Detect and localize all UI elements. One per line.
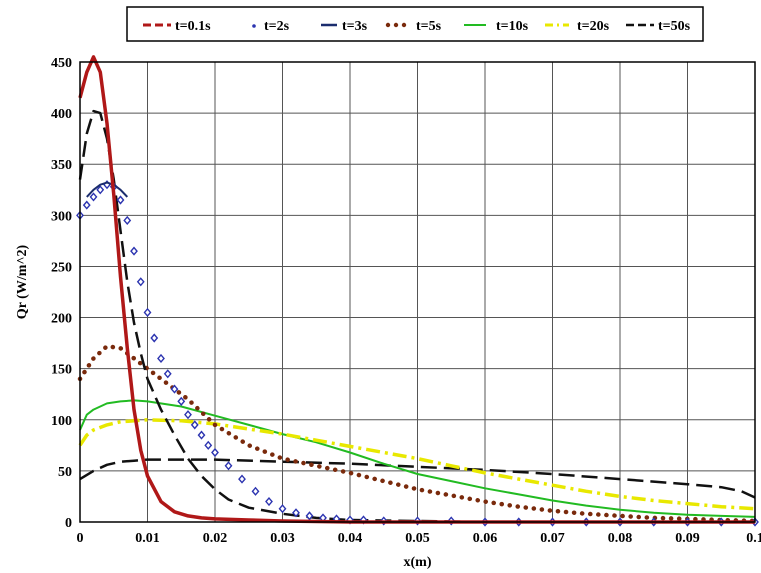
y-tick-label: 0 bbox=[65, 516, 72, 531]
data-point bbox=[82, 200, 91, 210]
y-tick-labels: 0 50 100 150 200 250 300 350 400 450 bbox=[51, 56, 72, 531]
y-tick-label: 150 bbox=[51, 363, 72, 378]
series-t-20s bbox=[78, 418, 756, 511]
data-point bbox=[177, 396, 186, 406]
series-t-10s bbox=[79, 399, 756, 518]
x-tick-label: 0.09 bbox=[675, 531, 700, 546]
legend-label: t=0.1s bbox=[175, 19, 211, 34]
series-line bbox=[77, 343, 758, 524]
legend-swatch bbox=[252, 24, 256, 28]
data-point bbox=[89, 192, 98, 202]
series-line bbox=[86, 181, 129, 198]
series-line bbox=[79, 458, 756, 499]
y-tick-label: 50 bbox=[58, 465, 72, 480]
x-tick-label: 0 bbox=[77, 531, 84, 546]
series-t-5s bbox=[77, 343, 758, 524]
data-point bbox=[123, 215, 132, 226]
series-line bbox=[79, 399, 756, 518]
legend-item: t=5s bbox=[385, 19, 442, 34]
x-tick-label: 0.1 bbox=[746, 531, 761, 546]
legend-label: t=20s bbox=[577, 19, 610, 34]
x-tick-label: 0.06 bbox=[473, 531, 498, 546]
data-point bbox=[96, 185, 105, 195]
legend-item: t=0.1s bbox=[143, 19, 211, 34]
data-point bbox=[163, 369, 172, 379]
legend-swatch bbox=[385, 22, 391, 28]
x-tick-label: 0.08 bbox=[608, 531, 633, 546]
legend-box bbox=[126, 6, 704, 42]
series-line bbox=[78, 418, 756, 511]
data-point bbox=[265, 496, 273, 507]
legend-item: t=2s bbox=[252, 19, 290, 34]
y-tick-label: 200 bbox=[51, 312, 72, 327]
data-point bbox=[211, 447, 219, 458]
series-t-50s bbox=[79, 458, 756, 499]
x-tick-label: 0.04 bbox=[338, 531, 363, 546]
y-tick-label: 250 bbox=[51, 260, 72, 275]
data-point bbox=[170, 384, 179, 394]
data-point bbox=[224, 461, 233, 471]
data-point bbox=[251, 486, 260, 496]
y-tick-label: 300 bbox=[51, 209, 72, 224]
y-tick-label: 450 bbox=[51, 56, 72, 71]
y-axis-title: Qr (W/m^2) bbox=[15, 244, 30, 319]
data-point bbox=[116, 195, 125, 205]
x-tick-labels: 0 0.01 0.02 0.03 0.04 0.05 0.06 0.07 0.08 0.09 0.1 bbox=[77, 531, 761, 546]
data-point bbox=[305, 511, 314, 521]
x-tick-label: 0.05 bbox=[405, 531, 430, 546]
legend-label: t=3s bbox=[342, 19, 368, 34]
plot-frame bbox=[79, 61, 756, 523]
y-tick-label: 350 bbox=[51, 158, 72, 173]
data-point bbox=[143, 307, 152, 318]
data-point bbox=[136, 277, 145, 287]
data-point bbox=[197, 430, 206, 440]
legend-item: t=10s bbox=[464, 19, 529, 34]
legend-item: t=50s bbox=[626, 19, 691, 34]
legend-swatch bbox=[401, 22, 407, 28]
series-t-3s bbox=[86, 181, 129, 198]
legend-swatch bbox=[393, 22, 399, 28]
data-point bbox=[278, 504, 287, 514]
x-axis-title: x(m) bbox=[404, 555, 432, 570]
data-point bbox=[130, 246, 138, 256]
legend-label: t=5s bbox=[416, 19, 442, 34]
legend-item: t=20s bbox=[545, 19, 610, 34]
legend-item: t=3s bbox=[321, 19, 368, 34]
legend-label: t=2s bbox=[264, 19, 290, 34]
y-tick-label: 100 bbox=[51, 414, 72, 429]
x-tick-label: 0.02 bbox=[203, 531, 228, 546]
x-tick-label: 0.01 bbox=[135, 531, 160, 546]
x-tick-label: 0.03 bbox=[270, 531, 295, 546]
x-tick-label: 0.07 bbox=[540, 531, 565, 546]
data-point bbox=[150, 333, 159, 343]
data-point bbox=[184, 410, 192, 420]
data-point bbox=[292, 508, 300, 518]
data-point bbox=[238, 474, 246, 484]
data-point bbox=[190, 420, 199, 430]
legend-label: t=10s bbox=[496, 19, 529, 34]
legend: t=0.1s t=2s t=3s t=5s t=10s t=20s t=50s bbox=[126, 6, 704, 42]
data-point bbox=[204, 440, 213, 450]
y-tick-label: 400 bbox=[51, 107, 72, 122]
legend-label: t=50s bbox=[658, 19, 691, 34]
data-point bbox=[157, 353, 165, 364]
